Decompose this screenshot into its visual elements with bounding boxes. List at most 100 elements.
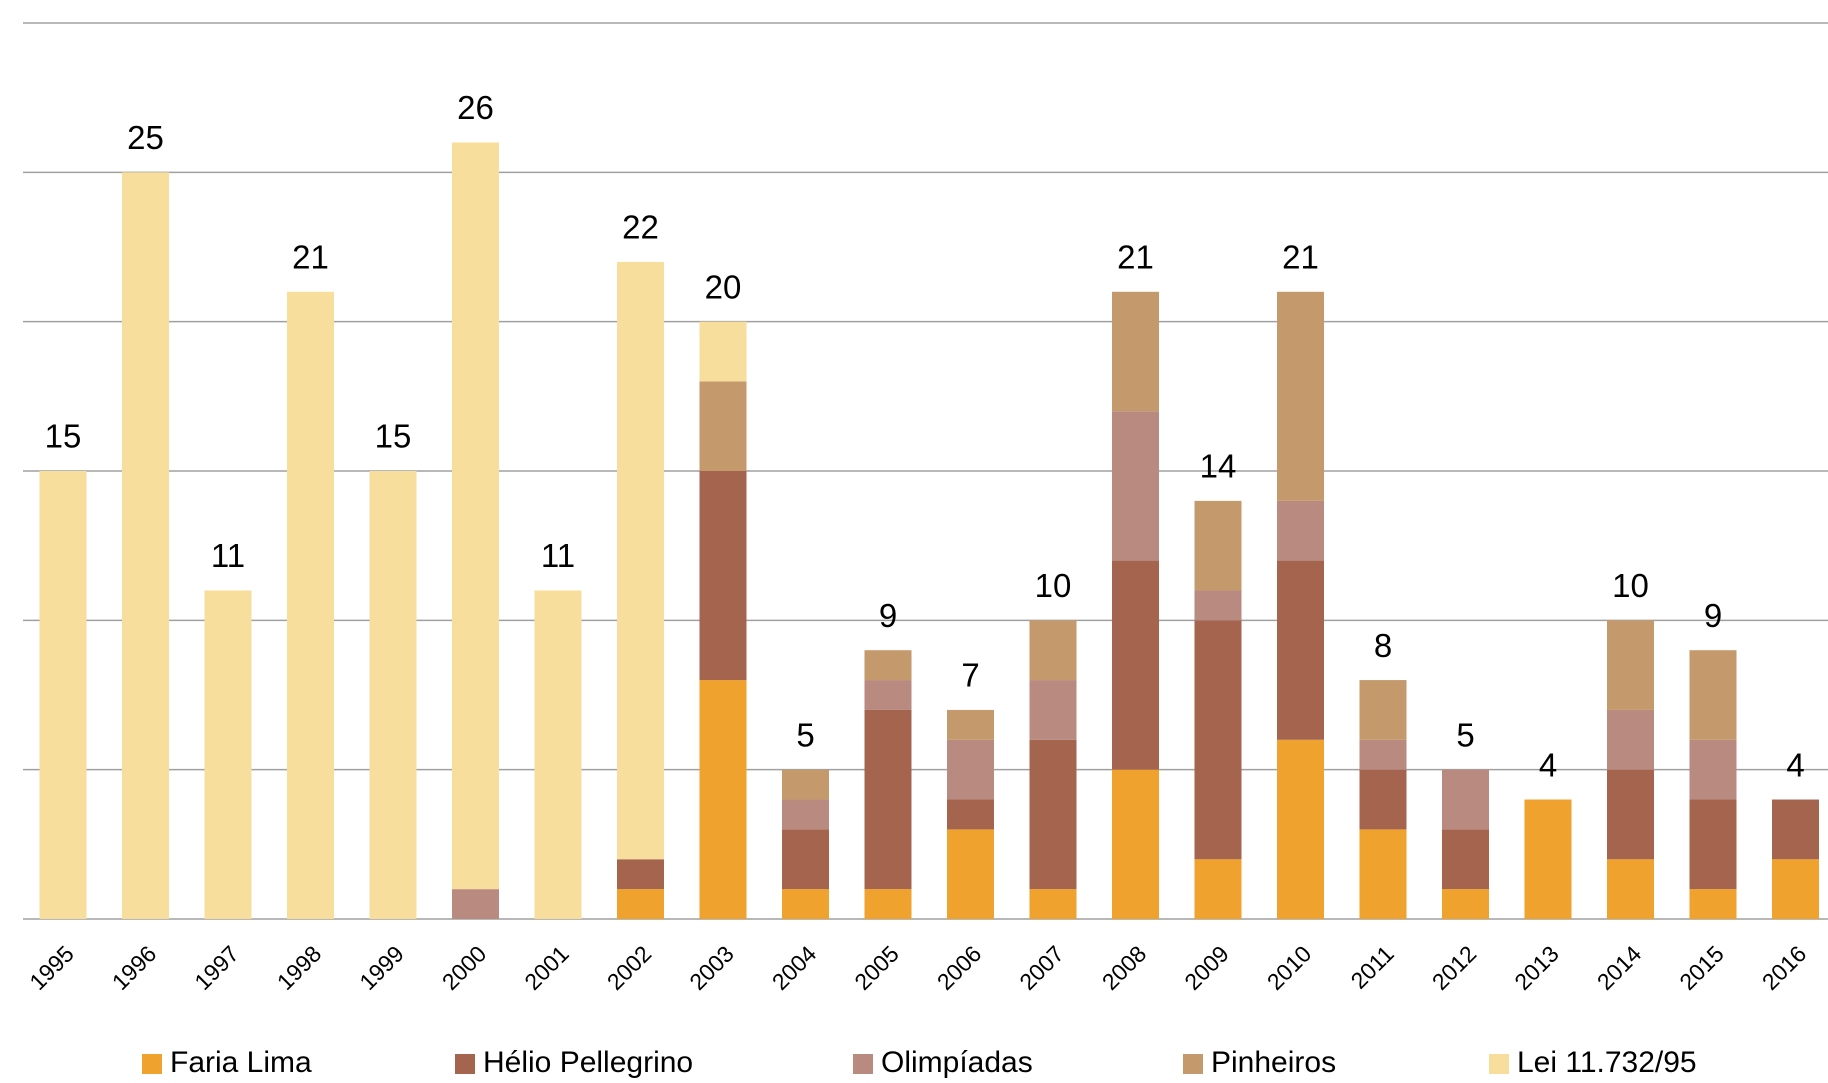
bar-segment [1194, 620, 1242, 860]
legend-label: Hélio Pellegrino [483, 1046, 693, 1079]
legend-swatch [455, 1054, 475, 1074]
legend-label: Pinheiros [1211, 1046, 1336, 1079]
total-label: 8 [1374, 627, 1392, 664]
bar-segment [1029, 889, 1077, 919]
bar-segment [947, 799, 994, 830]
bar-segment [864, 680, 912, 710]
bar-segment [122, 172, 169, 920]
bar-segment [864, 650, 912, 681]
bar-segment [1112, 560, 1159, 770]
legend-label: Lei 11.732/95 [1517, 1046, 1697, 1079]
bar-segment [1277, 560, 1324, 740]
bar-segment [1772, 859, 1819, 919]
x-tick-label: 2007 [1014, 940, 1069, 995]
bar-segment [1689, 650, 1737, 740]
x-tick-label: 2015 [1674, 940, 1729, 995]
bar-segment [1607, 709, 1654, 770]
total-label: 4 [1786, 746, 1804, 783]
x-tick-label: 2010 [1262, 940, 1317, 995]
x-tick-label: 2002 [602, 940, 657, 995]
bar-segment [204, 590, 252, 919]
total-label: 10 [1035, 567, 1072, 604]
legend-label: Faria Lima [170, 1046, 312, 1079]
bar-segment [1359, 769, 1407, 830]
total-label: 21 [1282, 239, 1319, 276]
bar-segment [534, 590, 582, 919]
legend-swatch [142, 1054, 162, 1074]
legend-swatch [1489, 1054, 1509, 1074]
total-label: 26 [457, 89, 494, 126]
bar-segment [782, 769, 829, 800]
bar-segment [617, 859, 664, 890]
bar-segment [699, 680, 747, 919]
total-label: 25 [127, 119, 164, 156]
total-label: 15 [45, 418, 82, 455]
x-tick-label: 1995 [24, 940, 79, 995]
bar-segment [1442, 889, 1489, 919]
total-label: 10 [1612, 567, 1649, 604]
x-tick-label: 1997 [189, 940, 244, 995]
bar-segment [369, 471, 417, 919]
total-label: 5 [796, 716, 814, 753]
bar-segment [1689, 889, 1737, 919]
x-tick-label: 2003 [684, 940, 739, 995]
bar-segment [617, 889, 664, 919]
x-tick-label: 2011 [1345, 940, 1398, 993]
bar-segment [864, 709, 912, 890]
bar-segment [947, 829, 994, 919]
bar-segment [1277, 291, 1324, 501]
total-label: 7 [961, 657, 979, 694]
legend-label: Olimpíadas [881, 1046, 1033, 1079]
total-label: 11 [541, 537, 575, 574]
bar-segment [452, 142, 499, 890]
bar-segment [1772, 799, 1819, 860]
bar-segment [1689, 739, 1737, 800]
bar-segment [1442, 769, 1489, 830]
legend-swatch [1183, 1054, 1203, 1074]
bar-segment [947, 709, 994, 740]
bar-segment [699, 381, 747, 471]
bar-segment [1607, 620, 1654, 710]
bar-segment [1607, 859, 1654, 919]
bar-segment [782, 829, 829, 890]
x-tick-label: 2001 [519, 940, 574, 995]
x-tick-label: 2000 [437, 940, 492, 995]
x-tick-label: 2009 [1179, 940, 1234, 995]
bar-segment [864, 889, 912, 919]
bar-segment [39, 471, 87, 919]
total-label: 22 [622, 209, 659, 246]
total-label: 21 [292, 239, 329, 276]
bar-segment [287, 291, 334, 919]
x-tick-label: 1998 [272, 940, 327, 995]
x-tick-label: 2008 [1097, 940, 1152, 995]
bar-segment [452, 889, 499, 919]
total-label: 11 [211, 537, 245, 574]
bar-segment [1359, 739, 1407, 770]
total-label: 4 [1539, 746, 1557, 783]
bar-segment [1029, 739, 1077, 890]
bar-segment [617, 261, 664, 860]
bar-segment [1194, 859, 1242, 919]
bar-segment [1112, 411, 1159, 561]
total-label: 9 [1704, 597, 1722, 634]
bar-segment [1359, 829, 1407, 919]
bar-segment [1112, 769, 1159, 919]
bar-segment [1112, 291, 1159, 412]
bar-segment [947, 739, 994, 800]
bar-segment [782, 799, 829, 830]
bar-segment [699, 471, 747, 681]
x-tick-label: 2014 [1592, 940, 1647, 995]
bar-segment [1524, 799, 1572, 919]
total-label: 5 [1456, 716, 1474, 753]
bar-segment [1607, 769, 1654, 860]
x-tick-label: 2013 [1509, 940, 1564, 995]
total-label: 21 [1117, 239, 1154, 276]
bar-segment [699, 321, 747, 382]
x-tick-label: 1996 [107, 940, 162, 995]
total-label: 20 [705, 268, 742, 305]
x-tick-label: 2006 [932, 940, 987, 995]
bar-segment [1442, 829, 1489, 890]
x-tick-label: 2004 [767, 940, 822, 995]
bar-segment [1277, 500, 1324, 561]
